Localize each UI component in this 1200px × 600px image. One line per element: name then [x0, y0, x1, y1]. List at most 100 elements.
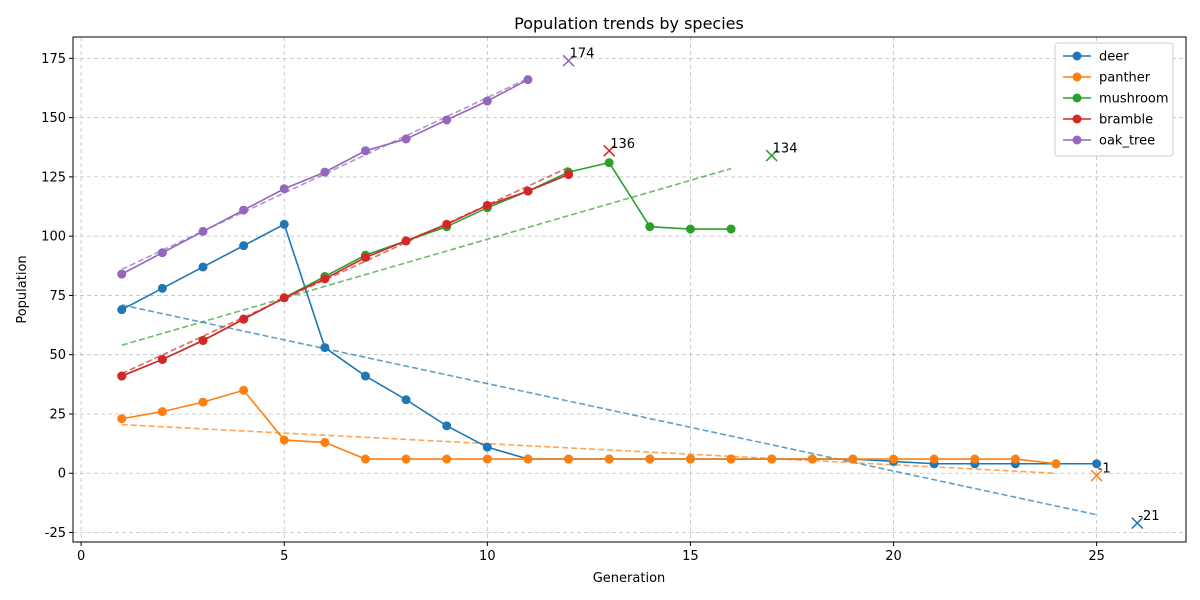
data-point-oak_tree — [523, 75, 533, 85]
data-point-oak_tree — [401, 134, 411, 144]
data-point-panther — [523, 454, 533, 464]
data-point-oak_tree — [442, 115, 452, 125]
forecast-x-stroke — [1131, 517, 1144, 530]
data-point-panther — [239, 385, 249, 395]
data-point-oak_tree — [239, 205, 249, 215]
data-point-deer — [198, 262, 208, 272]
series-lines — [117, 75, 1102, 469]
x-tick-label: 10 — [479, 549, 496, 564]
legend-swatch-marker — [1072, 93, 1082, 103]
data-point-bramble — [279, 293, 289, 303]
legend-box — [1054, 42, 1174, 157]
data-point-panther — [970, 454, 980, 464]
data-point-bramble — [564, 170, 574, 180]
trend-line-oak_tree — [121, 77, 529, 271]
legend: deer panther mushroom bramble oak_tree — [1054, 42, 1174, 157]
forecast-label-panther: -1 — [1098, 462, 1111, 477]
chart-title: Population trends by species — [514, 14, 744, 33]
data-point-panther — [889, 454, 899, 464]
y-tick-label: 25 — [49, 407, 66, 422]
data-point-deer — [482, 442, 492, 452]
plot-frame — [72, 36, 1187, 543]
y-tick-label: 0 — [58, 467, 66, 482]
data-point-bramble — [117, 371, 127, 381]
data-point-mushroom — [645, 222, 655, 232]
data-point-bramble — [482, 200, 492, 210]
data-point-deer — [117, 305, 127, 315]
data-point-panther — [117, 414, 127, 424]
y-tick-label: 150 — [41, 111, 66, 126]
data-point-deer — [1092, 459, 1102, 469]
x-tick-label: 25 — [1088, 549, 1105, 564]
forecast-label-mushroom: 134 — [773, 142, 798, 157]
data-point-panther — [1051, 459, 1061, 469]
data-point-panther — [564, 454, 574, 464]
data-point-bramble — [198, 335, 208, 345]
y-tick-label: 100 — [41, 230, 66, 245]
forecast-marker-oak_tree — [562, 54, 575, 67]
series-line-panther — [121, 389, 1057, 465]
data-point-oak_tree — [482, 96, 492, 106]
data-point-oak_tree — [360, 146, 370, 156]
legend-swatch-marker — [1072, 51, 1082, 61]
data-point-deer — [239, 241, 249, 251]
data-point-panther — [157, 407, 167, 417]
data-point-deer — [360, 371, 370, 381]
data-point-bramble — [401, 236, 411, 246]
x-axis-label: Generation — [593, 571, 666, 586]
data-point-mushroom — [726, 224, 736, 234]
data-point-panther — [645, 454, 655, 464]
data-point-oak_tree — [117, 269, 127, 279]
series-line-bramble — [121, 173, 569, 377]
data-point-bramble — [360, 252, 370, 262]
data-point-oak_tree — [320, 167, 330, 177]
forecast-markers: -21 -1 134 136 174 — [562, 47, 1159, 530]
forecast-marker-panther — [1090, 469, 1103, 482]
forecast-label-deer: -21 — [1138, 509, 1159, 524]
data-point-panther — [929, 454, 939, 464]
trend-line-deer — [121, 304, 1097, 516]
x-tick-label: 15 — [682, 549, 699, 564]
x-tick-label: 20 — [885, 549, 902, 564]
y-tick-label: 75 — [49, 289, 66, 304]
data-point-panther — [279, 435, 289, 445]
data-point-panther — [726, 454, 736, 464]
data-point-deer — [442, 421, 452, 431]
data-point-bramble — [320, 274, 330, 284]
data-point-bramble — [239, 314, 249, 324]
data-point-panther — [320, 437, 330, 447]
ticks: 0 5 10 15 20 25 -25 0 25 50 75 100 125 150 175 — [41, 52, 1105, 564]
data-point-oak_tree — [157, 248, 167, 258]
legend-label-bramble: bramble — [1099, 113, 1153, 128]
data-point-deer — [320, 343, 330, 353]
data-point-oak_tree — [279, 184, 289, 194]
x-tick-label: 0 — [77, 549, 85, 564]
legend-swatch-marker — [1072, 135, 1082, 145]
y-axis-label: Population — [15, 255, 30, 323]
data-point-oak_tree — [198, 226, 208, 236]
data-point-panther — [685, 454, 695, 464]
data-point-panther — [1010, 454, 1020, 464]
forecast-label-bramble: 136 — [610, 137, 635, 152]
y-tick-label: 125 — [41, 170, 66, 185]
y-tick-label: 50 — [49, 348, 66, 363]
data-point-panther — [482, 454, 492, 464]
data-point-panther — [767, 454, 777, 464]
legend-label-mushroom: mushroom — [1099, 92, 1169, 107]
data-point-panther — [848, 454, 858, 464]
y-tick-label: -25 — [45, 526, 66, 541]
trend-line-mushroom — [121, 167, 732, 346]
legend-label-deer: deer — [1099, 50, 1129, 65]
data-point-mushroom — [685, 224, 695, 234]
forecast-label-oak_tree: 174 — [570, 47, 595, 62]
trend-line-bramble — [121, 166, 569, 375]
data-point-deer — [279, 219, 289, 229]
y-tick-label: 175 — [41, 52, 66, 67]
x-tick-label: 5 — [280, 549, 288, 564]
data-point-mushroom — [604, 158, 614, 168]
data-point-panther — [442, 454, 452, 464]
forecast-marker-deer — [1131, 517, 1144, 530]
data-point-panther — [360, 454, 370, 464]
forecast-x-stroke — [562, 54, 575, 67]
